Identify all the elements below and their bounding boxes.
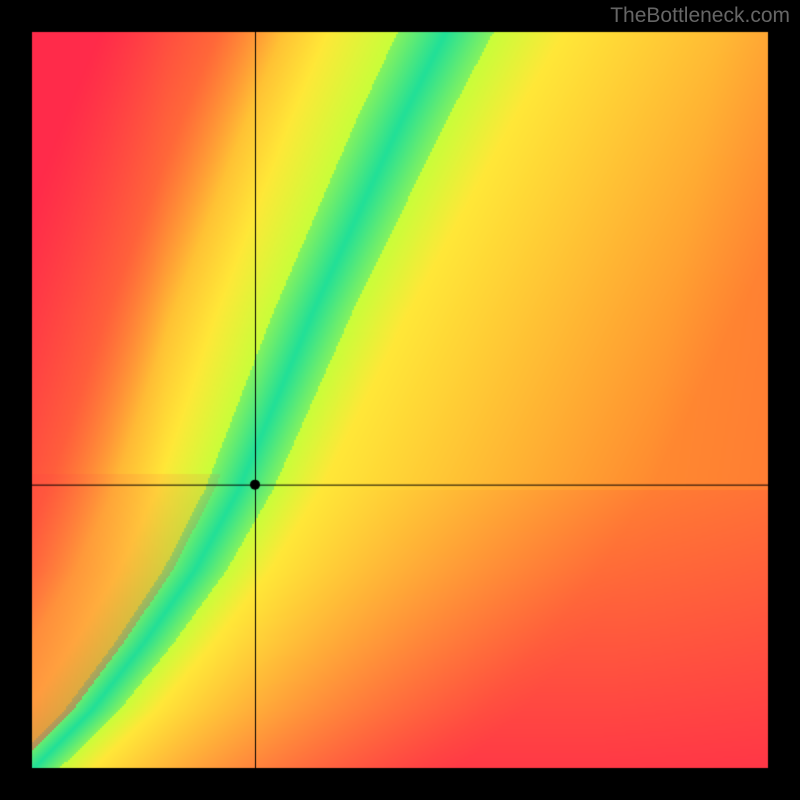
chart-container: TheBottleneck.com	[0, 0, 800, 800]
heatmap-canvas	[0, 0, 800, 800]
watermark-text: TheBottleneck.com	[610, 4, 790, 28]
